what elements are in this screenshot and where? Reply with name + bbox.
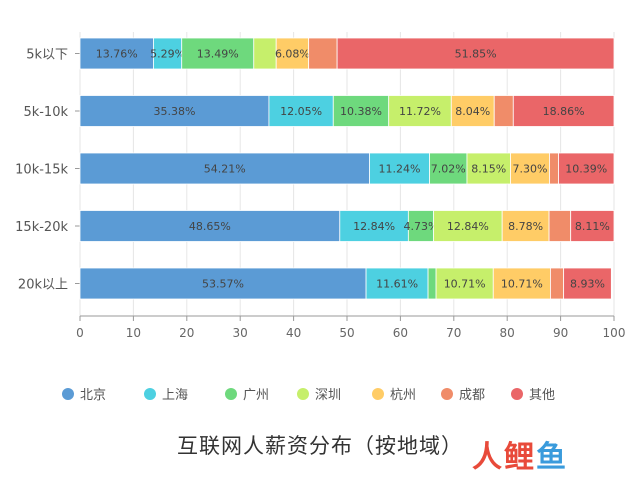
legend-label-4: 杭州 — [390, 388, 416, 403]
bar-1-3 — [388, 95, 452, 127]
data-label-2-2: 7.02% — [431, 163, 466, 176]
watermark-logo: 人鲤鱼 — [472, 432, 568, 476]
data-label-2-3: 8.15% — [471, 163, 506, 176]
x-tick-label-4: 40 — [286, 326, 301, 340]
watermark-part2: 鲤 — [504, 440, 536, 475]
x-tick-label-0: 0 — [76, 326, 84, 340]
legend-label-3: 深圳 — [315, 388, 341, 403]
x-tick-label-5: 50 — [339, 326, 354, 340]
x-tick-label-7: 70 — [446, 326, 461, 340]
legend-marker-3 — [297, 388, 309, 400]
bar-2-1 — [369, 152, 430, 185]
bar-3-3 — [433, 210, 503, 242]
bar-1-0 — [79, 95, 270, 127]
data-label-1-6: 18.86% — [543, 105, 585, 118]
chart-title-wrap: 互联网人薪资分布（按地域） — [0, 430, 640, 460]
legend-marker-0 — [62, 388, 74, 400]
x-tick-label-9: 90 — [553, 326, 568, 340]
data-label-0-4: 6.08% — [275, 48, 310, 61]
data-label-4-0: 53.57% — [202, 278, 244, 291]
legend-marker-6 — [511, 388, 523, 400]
legend-label-1: 上海 — [162, 388, 188, 403]
data-label-2-1: 11.24% — [379, 163, 421, 176]
y-tick-label-4: 20k以上 — [18, 278, 68, 293]
data-label-0-6: 51.85% — [455, 48, 497, 61]
y-tick-label-3: 15k-20k — [15, 220, 68, 235]
data-label-1-4: 8.04% — [455, 105, 490, 118]
bar-4-3 — [435, 267, 494, 300]
x-tick-label-8: 80 — [500, 326, 515, 340]
x-tick-label-2: 20 — [179, 326, 194, 340]
legend-marker-4 — [372, 388, 384, 400]
bar-1-2 — [332, 95, 390, 127]
legend-label-0: 北京 — [80, 388, 106, 403]
data-label-3-1: 12.84% — [353, 220, 395, 233]
data-label-3-4: 8.78% — [508, 220, 543, 233]
legend-label-6: 其他 — [529, 388, 555, 403]
bar-2-4 — [510, 152, 550, 185]
x-tick-label-6: 60 — [393, 326, 408, 340]
data-label-1-3: 11.72% — [399, 105, 441, 118]
data-label-2-4: 7.30% — [513, 163, 548, 176]
y-tick-label-0: 5k以下 — [26, 48, 68, 63]
bar-0-0 — [79, 37, 154, 70]
data-label-1-2: 10.38% — [340, 105, 382, 118]
bar-2-5 — [549, 152, 559, 185]
data-label-4-4: 10.71% — [501, 278, 543, 291]
bar-2-2 — [429, 152, 468, 185]
bar-4-6 — [563, 267, 612, 300]
bar-3-0 — [79, 210, 341, 242]
x-tick-label-10: 100 — [603, 326, 626, 340]
data-label-0-0: 13.76% — [96, 48, 138, 61]
data-label-4-1: 11.61% — [376, 278, 418, 291]
legend-marker-5 — [441, 388, 453, 400]
data-label-1-0: 35.38% — [153, 105, 195, 118]
data-label-3-6: 8.11% — [575, 220, 610, 233]
legend-label-5: 成都 — [459, 388, 485, 403]
data-label-0-2: 13.49% — [197, 48, 239, 61]
data-label-0-1: 5.29% — [150, 48, 185, 61]
watermark-part1: 人 — [472, 440, 504, 475]
bar-4-2 — [427, 267, 437, 300]
data-label-3-0: 48.65% — [189, 220, 231, 233]
data-label-4-3: 10.71% — [444, 278, 486, 291]
legend-marker-1 — [144, 388, 156, 400]
bar-4-5 — [550, 267, 565, 300]
bar-1-6 — [512, 95, 615, 127]
bar-4-1 — [365, 267, 429, 300]
bar-4-0 — [79, 267, 367, 300]
y-tick-label-1: 5k-10k — [23, 105, 68, 120]
bar-0-5 — [308, 37, 338, 70]
bar-1-1 — [268, 95, 334, 127]
watermark-part3: 鱼 — [536, 440, 568, 475]
bar-0-4 — [275, 37, 310, 70]
legend-marker-2 — [225, 388, 237, 400]
bar-0-2 — [181, 37, 255, 70]
bar-0-3 — [253, 37, 277, 70]
bar-3-2 — [407, 210, 435, 242]
bar-2-0 — [79, 152, 370, 185]
bar-0-1 — [153, 37, 183, 70]
data-label-4-6: 8.93% — [570, 278, 605, 291]
data-label-1-1: 12.05% — [280, 105, 322, 118]
bar-1-5 — [493, 95, 514, 127]
x-tick-label-3: 30 — [233, 326, 248, 340]
data-label-2-6: 10.39% — [565, 163, 607, 176]
chart-title: 互联网人薪资分布（按地域） — [177, 434, 463, 458]
data-label-3-3: 12.84% — [447, 220, 489, 233]
bar-4-4 — [492, 267, 551, 300]
x-tick-label-1: 10 — [126, 326, 141, 340]
y-tick-label-2: 10k-15k — [15, 163, 68, 178]
bar-3-6 — [570, 210, 615, 242]
bar-2-6 — [558, 152, 615, 185]
data-label-2-0: 54.21% — [204, 163, 246, 176]
bar-1-4 — [450, 95, 495, 127]
legend-label-2: 广州 — [243, 388, 269, 403]
data-label-3-2: 4.73% — [404, 220, 439, 233]
bar-0-6 — [336, 37, 615, 70]
bar-3-5 — [548, 210, 572, 242]
bar-2-3 — [466, 152, 511, 185]
